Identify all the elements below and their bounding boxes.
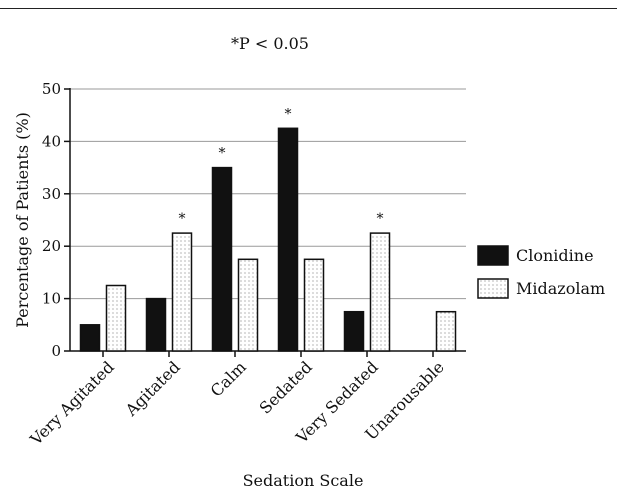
bar-midazolam-unarousable [435, 310, 457, 352]
axes [64, 88, 466, 357]
bar-midazolam-very-agitated [105, 284, 127, 352]
significance-asterisk: * [285, 106, 292, 122]
significance-note: *P < 0.05 [231, 34, 309, 53]
y-tick-label: 0 [51, 342, 61, 360]
bar-midazolam-agitated [171, 232, 193, 352]
bar-midazolam-very-sedated [369, 232, 391, 352]
bar-clonidine-very-sedated [343, 310, 365, 352]
x-tick-label: Agitated [121, 357, 184, 420]
y-axis-title: Percentage of Patients (%) [13, 112, 32, 328]
legend-label-midazolam: Midazolam [516, 279, 605, 298]
top-rule [0, 8, 617, 9]
legend-label-clonidine: Clonidine [516, 246, 594, 265]
x-tick-label: Calm [207, 357, 250, 400]
y-tick-label: 40 [42, 132, 61, 150]
significance-asterisk: * [179, 211, 186, 227]
significance-asterisk: * [377, 211, 384, 227]
legend: Clonidine Midazolam [477, 245, 605, 299]
bar-clonidine-agitated [145, 297, 167, 352]
bar-midazolam-calm [237, 258, 259, 352]
y-tick-label: 20 [42, 237, 61, 255]
significance-asterisk: * [219, 146, 226, 162]
y-tick-label: 10 [42, 290, 61, 308]
bar-midazolam-sedated [303, 258, 325, 352]
bar-clonidine-very-agitated [79, 324, 101, 352]
legend-swatch-clonidine [477, 245, 509, 266]
x-axis-title: Sedation Scale [243, 471, 364, 490]
x-tick-label: Sedated [255, 357, 315, 417]
y-tick-label: 50 [42, 80, 61, 98]
bar-clonidine-sedated [277, 127, 299, 352]
y-tick-label: 30 [42, 185, 61, 203]
bar-clonidine-calm [211, 166, 233, 352]
grid-lines [70, 88, 466, 300]
x-tick-label: Very Agitated [26, 357, 118, 449]
bars [79, 127, 457, 352]
legend-swatch-midazolam [477, 278, 509, 299]
